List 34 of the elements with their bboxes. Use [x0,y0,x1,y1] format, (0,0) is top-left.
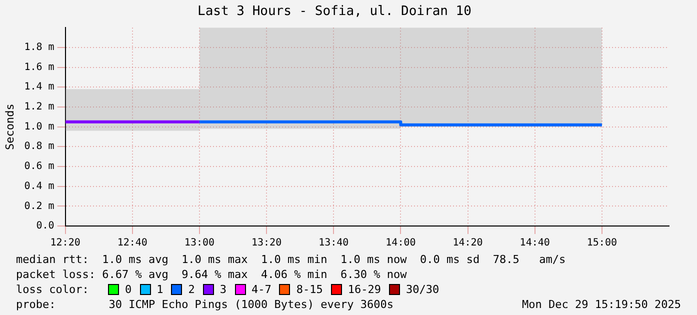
x-tick-label: 13:20 [251,238,282,249]
x-tick-label: 13:40 [318,238,349,249]
y-tick-label: 0.4 m [24,180,54,192]
x-tick-label: 12:40 [117,238,148,249]
text: probe: 30 ICMP Echo Pings (1000 Bytes) every 3600s [16,297,394,312]
text: loss color: [16,282,90,297]
y-tick-label: 0.8 m [24,141,54,152]
text: 16-29 [348,282,381,297]
text: 2 [188,282,195,297]
x-tick-label: 15:00 [586,238,617,249]
y-tick-label: 1.0 m [24,121,54,132]
text: 4-7 [252,282,272,297]
chart-title: Last 3 Hours - Sofia, ul. Doiran 10 [198,4,472,20]
y-tick-label: 1.6 m [24,62,54,73]
text: 30/30 [406,282,440,297]
text: 1 [156,282,164,297]
text: packet loss: 6.67 % avg 9.64 % max 4.06 % min 6.30 % now [16,267,408,282]
x-tick-label: 14:40 [520,238,550,249]
text: median rtt: 1.0 ms avg 1.0 ms max 1.0 ms min 1.0 ms now 0.0 ms sd 78.5 am/s [16,252,567,267]
text: 3 [220,282,226,297]
text: 8-15 [296,282,323,297]
x-tick-label: 12:20 [50,238,80,249]
x-tick-label: 13:00 [184,238,215,249]
x-tick-label: 14:20 [452,238,483,249]
x-tick-label: 14:00 [386,238,416,249]
text: 0 [125,282,132,297]
y-tick-label: 1.2 m [24,102,54,113]
y-axis-title: Seconds [3,104,16,150]
y-tick-label: 1.4 m [24,82,54,93]
y-tick-label: 0.6 m [24,161,54,172]
y-tick-label: 0.0 [36,220,54,232]
y-tick-label: 1.8 m [24,42,54,54]
text: Mon Dec 29 15:19:50 2025 [522,297,681,312]
y-tick-label: 0.2 m [24,200,54,212]
